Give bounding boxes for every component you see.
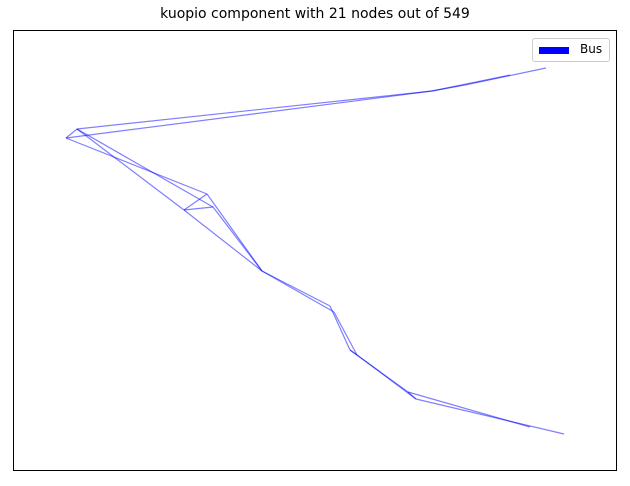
edge-n9-n10 — [183, 209, 263, 272]
edge-n12-n14 — [333, 311, 358, 356]
edge-n5-n9 — [76, 128, 185, 211]
edge-n15-n16 — [407, 391, 417, 400]
chart-title: kuopio component with 21 nodes out of 54… — [160, 6, 470, 22]
edge-n5-n8 — [76, 128, 214, 208]
edge-n2-n4 — [431, 74, 511, 92]
edge-n6-n7 — [65, 137, 208, 195]
edge-n14-n16 — [356, 354, 417, 400]
edge-n4-n6 — [65, 90, 433, 139]
legend-swatch-bus — [539, 47, 569, 54]
edge-n7-n9 — [183, 193, 208, 211]
edge-n4-n5 — [76, 90, 433, 130]
network-graph — [65, 67, 565, 435]
plot-area: Bus — [13, 30, 617, 471]
edge-n10-n12 — [261, 270, 335, 313]
legend-label-bus: Bus — [580, 42, 603, 56]
edge-n16-n18 — [415, 398, 565, 435]
legend: Bus — [532, 38, 610, 62]
edge-n11-n13 — [329, 305, 351, 351]
edge-n5-n6 — [65, 128, 78, 139]
edge-n8-n10 — [212, 206, 263, 272]
edge-n8-n9 — [183, 206, 214, 211]
